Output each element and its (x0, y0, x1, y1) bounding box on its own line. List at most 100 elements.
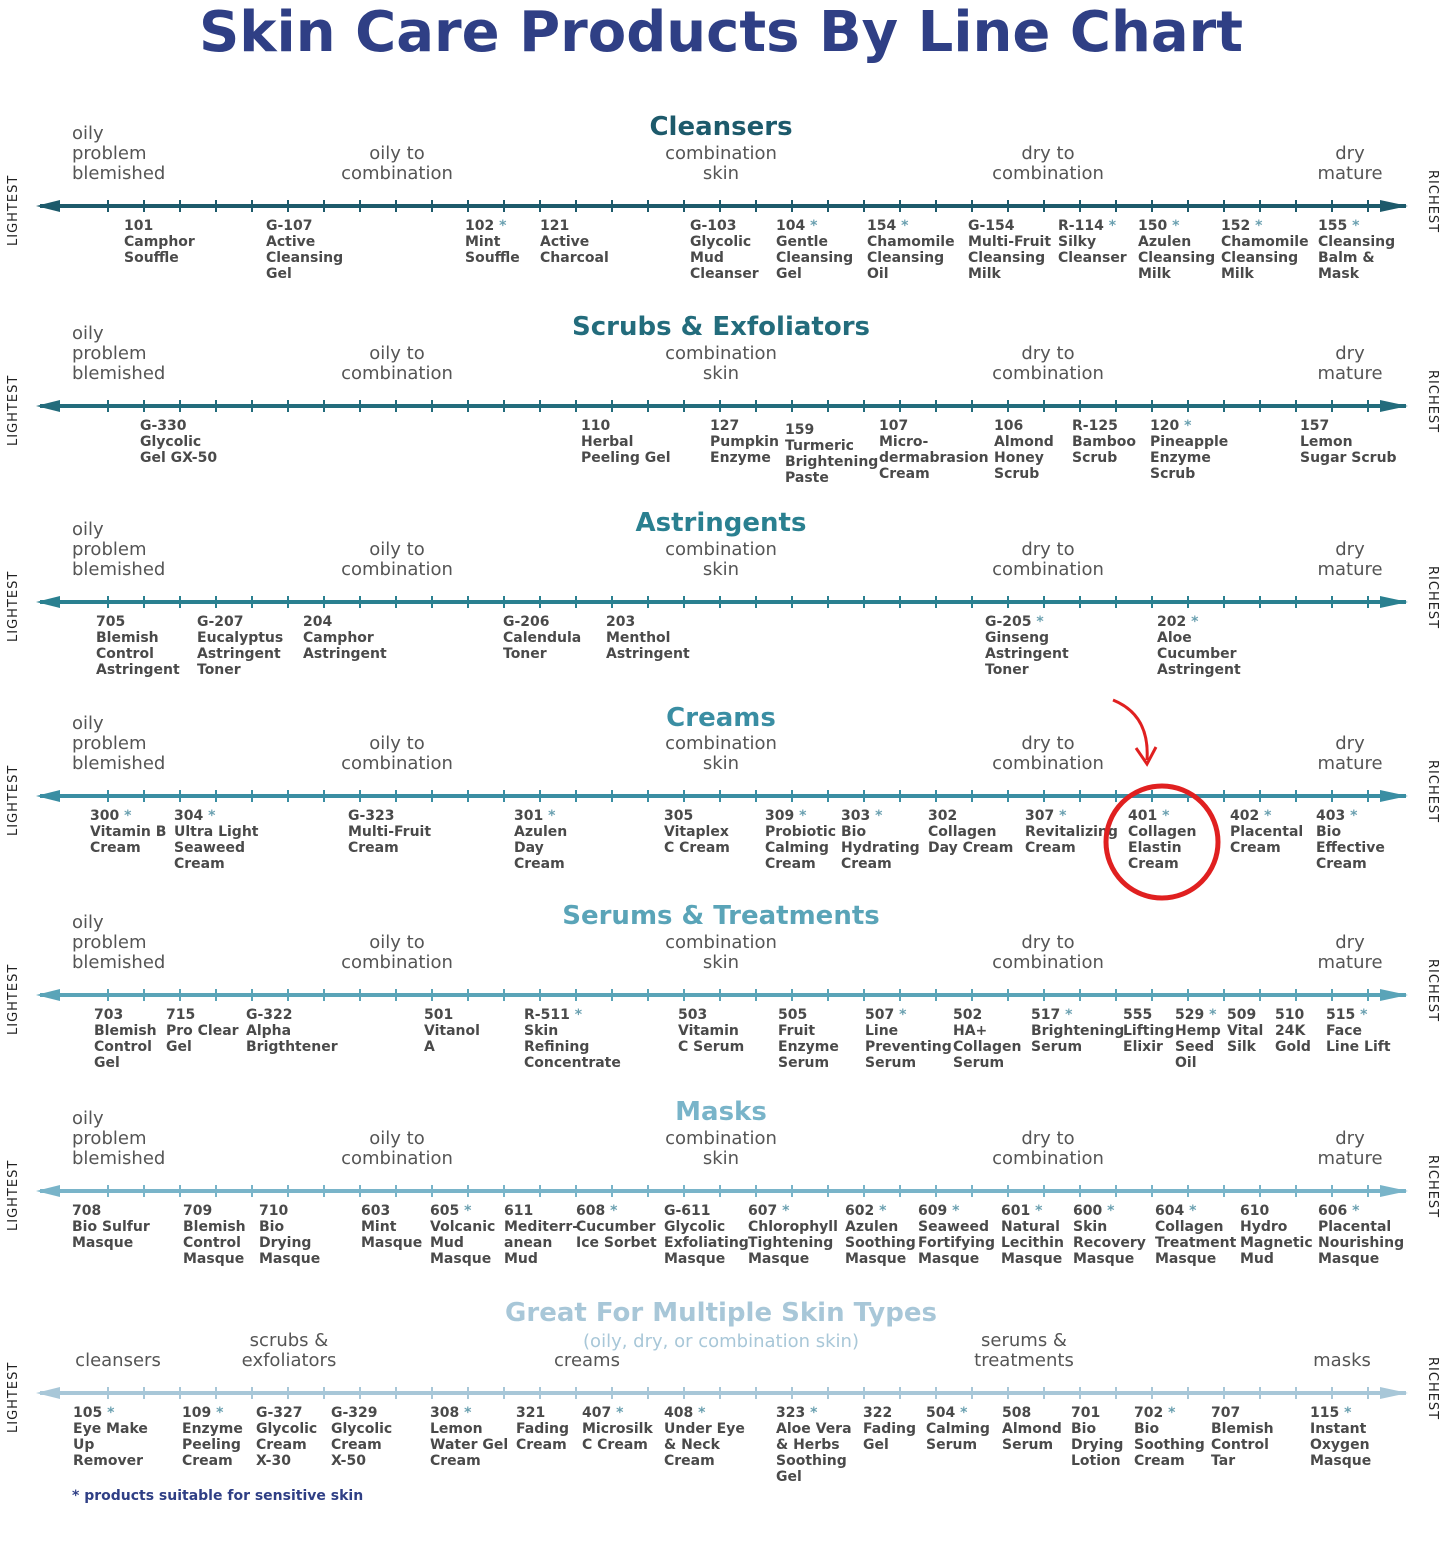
product-code: G-206 (503, 614, 550, 630)
tick-mark (647, 400, 649, 412)
product-item: 321 Fading Cream (516, 1405, 569, 1453)
skin-type-label: dry to combination (992, 539, 1104, 580)
skin-type-label: oily problem blemished (72, 323, 166, 384)
tick-mark (1007, 200, 1009, 212)
tick-mark (395, 1185, 397, 1197)
tick-mark (323, 596, 325, 608)
product-item: 105Eye Make Up Remover (73, 1405, 148, 1469)
tick-mark (323, 790, 325, 802)
tick-mark (431, 1387, 433, 1399)
product-code: 323 (776, 1405, 852, 1421)
tick-mark (1043, 400, 1045, 412)
product-code: G-103 (690, 218, 737, 234)
tick-mark (1259, 200, 1261, 212)
tick-mark (971, 790, 973, 802)
product-item: 502 HA+ Collagen Serum (953, 1007, 1021, 1071)
tick-mark (1259, 400, 1261, 412)
product-code: 303 (841, 808, 920, 824)
tick-mark (935, 989, 937, 1001)
product-code: G-330 (140, 418, 187, 434)
tick-mark (143, 790, 145, 802)
product-code: 120 (1150, 418, 1228, 434)
product-item: 303Bio Hydrating Cream (841, 808, 920, 872)
tick-mark (503, 596, 505, 608)
product-item: 107 Micro- dermabrasion Cream (879, 418, 989, 482)
tick-mark (935, 596, 937, 608)
tick-mark (1079, 1185, 1081, 1197)
tick-mark (251, 989, 253, 1001)
footnote: * products suitable for sensitive skin (72, 1488, 364, 1504)
product-type-label: serums & treatments (974, 1330, 1074, 1371)
skin-type-label: oily problem blemished (72, 123, 166, 184)
tick-mark (467, 1185, 469, 1197)
product-item: 152Chamomile Cleansing Milk (1221, 218, 1309, 282)
product-name: Skin Refining Concentrate (524, 1023, 621, 1071)
tick-mark (827, 1387, 829, 1399)
product-item: 159 Turmeric Brightening Paste (785, 422, 878, 486)
tick-mark (503, 1185, 505, 1197)
tick-mark (719, 1387, 721, 1399)
skin-type-label: combination skin (665, 343, 777, 384)
product-code: 403 (1316, 808, 1385, 824)
product-item: 515Face Line Lift (1326, 1007, 1391, 1055)
product-name: Probiotic Calming Cream (765, 824, 837, 872)
product-item: 302 Collagen Day Cream (928, 808, 1013, 856)
tick-mark (791, 989, 793, 1001)
tick-mark (359, 989, 361, 1001)
product-item: G-330 Glycolic Gel GX-50 (140, 418, 217, 466)
product-item: 307Revitalizing Cream (1025, 808, 1118, 856)
tick-mark (503, 1387, 505, 1399)
product-name: Bio Hydrating Cream (841, 824, 920, 872)
tick-mark (467, 989, 469, 1001)
product-code: 150 (1138, 218, 1215, 234)
tick-mark (827, 200, 829, 212)
product-item: R-114Silky Cleanser (1058, 218, 1127, 266)
product-name: Bio Effective Cream (1316, 824, 1385, 872)
product-type-label: masks (1313, 1350, 1371, 1371)
product-name: Multi-Fruit Cleansing Milk (968, 234, 1052, 282)
product-item: G-329 Glycolic Cream X-50 (331, 1405, 392, 1469)
tick-mark (215, 1185, 217, 1197)
tick-mark (719, 989, 721, 1001)
product-code: 152 (1221, 218, 1309, 234)
product-name: Turmeric Brightening Paste (785, 438, 879, 486)
product-item: 609Seaweed Fortifying Masque (918, 1203, 995, 1267)
product-code: 705 (96, 614, 126, 630)
section-subtitle: (oily, dry, or combination skin) (583, 1331, 859, 1352)
product-code: 610 (1240, 1203, 1270, 1219)
tick-mark (395, 200, 397, 212)
product-item: 304Ultra Light Seaweed Cream (174, 808, 259, 872)
product-item: 155Cleansing Balm & Mask (1318, 218, 1395, 282)
tick-mark (683, 400, 685, 412)
product-name: Brightening Serum (1031, 1023, 1125, 1055)
tick-mark (1295, 1387, 1297, 1399)
tick-mark (179, 1387, 181, 1399)
product-code: 503 (678, 1007, 708, 1023)
skin-type-label: combination skin (665, 733, 777, 774)
tick-mark (107, 400, 109, 412)
tick-mark (251, 790, 253, 802)
axis-line (40, 204, 1406, 208)
tick-mark (1187, 989, 1189, 1001)
product-item: 705 Blemish Control Astringent (96, 614, 180, 678)
tick-mark (1295, 989, 1297, 1001)
tick-mark (899, 400, 901, 412)
product-name: Chamomile Cleansing Milk (1221, 234, 1309, 282)
tick-mark (395, 596, 397, 608)
product-item: 603 Mint Masque (361, 1203, 422, 1251)
tick-mark (791, 596, 793, 608)
product-name: 24K Gold (1275, 1023, 1311, 1055)
tick-mark (1187, 200, 1189, 212)
arrow-left-icon (36, 596, 60, 608)
product-name: Enzyme Peeling Cream (182, 1421, 243, 1469)
tick-mark (863, 1185, 865, 1197)
tick-mark (1367, 1387, 1369, 1399)
tick-mark (1079, 1387, 1081, 1399)
tick-mark (611, 596, 613, 608)
tick-mark (107, 1185, 109, 1197)
product-code: 321 (516, 1405, 546, 1421)
product-code: 402 (1230, 808, 1303, 824)
product-name: Herbal Peeling Gel (581, 434, 671, 466)
product-name: Active Charcoal (540, 234, 609, 266)
tick-mark (863, 400, 865, 412)
